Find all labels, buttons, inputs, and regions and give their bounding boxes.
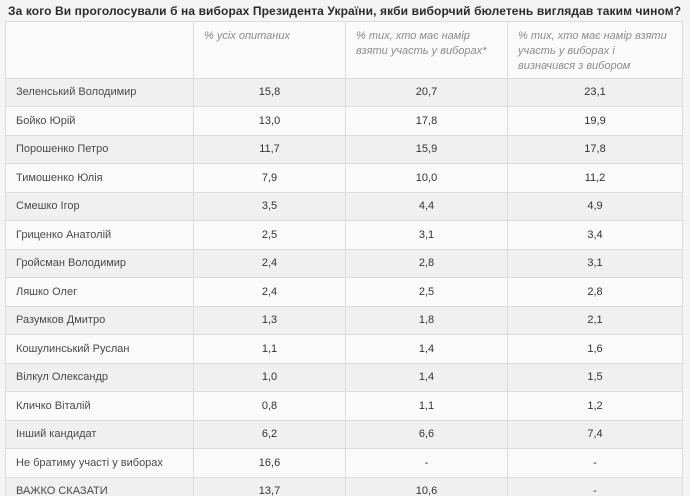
poll-results-table: % усіх опитаних % тих, хто має намір взя… xyxy=(5,21,683,496)
value-cell: 6,2 xyxy=(193,419,346,450)
candidate-name-cell: Зеленський Володимир xyxy=(5,77,194,108)
value-cell: 13,7 xyxy=(193,476,346,496)
value-cell: 11,7 xyxy=(193,134,346,165)
candidate-name-cell: Гройсман Володимир xyxy=(5,248,194,279)
table-row: Не братиму участі у виборах 16,6- - xyxy=(5,448,683,478)
value-cell: 1,3 xyxy=(193,305,346,336)
table-row: Бойко Юрій 13,0 17,8 19,9 xyxy=(5,106,683,136)
table-row: Інший кандидат 6,2 6,6 7,4 xyxy=(5,419,683,450)
value-cell: 3,1 xyxy=(345,220,508,250)
value-cell: 2,8 xyxy=(507,277,683,307)
table-row: Тимошенко Юлія 7,9 10,0 11,2 xyxy=(5,163,683,193)
value-cell: 6,6 xyxy=(345,419,508,450)
candidate-name-cell: ВАЖКО СКАЗАТИ xyxy=(5,476,194,496)
candidate-name-cell: Разумков Дмитро xyxy=(5,305,194,336)
value-cell: 23,1 xyxy=(507,77,683,108)
candidate-name-cell: Не братиму участі у виборах xyxy=(5,448,194,478)
value-cell: 1,0 xyxy=(193,362,346,393)
value-cell: 1,2 xyxy=(507,391,683,421)
value-cell: 1,1 xyxy=(345,391,508,421)
table-row: Ляшко Олег 2,4 2,5 2,8 xyxy=(5,277,683,307)
value-cell: 7,9 xyxy=(193,163,346,193)
table-row: Порошенко Петро 11,7 15,9 17,8 xyxy=(5,134,683,165)
value-cell: 3,5 xyxy=(193,191,346,222)
value-cell: 17,8 xyxy=(507,134,683,165)
candidate-name-cell: Смешко Ігор xyxy=(5,191,194,222)
value-cell: 2,4 xyxy=(193,277,346,307)
header-cell-candidate xyxy=(5,21,194,79)
value-cell: 10,0 xyxy=(345,163,508,193)
value-cell: 11,2 xyxy=(507,163,683,193)
value-cell: 0,8 xyxy=(193,391,346,421)
value-cell: 1,4 xyxy=(345,362,508,393)
table-row: Гройсман Володимир 2,4 2,8 3,1 xyxy=(5,248,683,279)
value-cell: 19,9 xyxy=(507,106,683,136)
candidate-name-cell: Кличко Віталій xyxy=(5,391,194,421)
candidate-name-cell: Інший кандидат xyxy=(5,419,194,450)
value-cell: 16,6 xyxy=(193,448,346,478)
value-cell: 1,5 xyxy=(507,362,683,393)
value-cell: 15,9 xyxy=(345,134,508,165)
value-cell: 1,4 xyxy=(345,334,508,364)
table-row: Гриценко Анатолій 2,5 3,1 3,4 xyxy=(5,220,683,250)
header-cell-intend-to-vote: % тих, хто має намір взяти участь у вибо… xyxy=(345,21,508,79)
value-cell: 2,1 xyxy=(507,305,683,336)
value-cell: 17,8 xyxy=(345,106,508,136)
table-row: Зеленський Володимир 15,8 20,7 23,1 xyxy=(5,77,683,108)
header-cell-all-respondents: % усіх опитаних xyxy=(193,21,346,79)
table-row: Кошулинський Руслан 1,1 1,4 1,6 xyxy=(5,334,683,364)
value-cell: 13,0 xyxy=(193,106,346,136)
value-cell: 1,6 xyxy=(507,334,683,364)
value-cell: 2,4 xyxy=(193,248,346,279)
value-cell: 2,5 xyxy=(345,277,508,307)
table-row: Кличко Віталій 0,8 1,1 1,2 xyxy=(5,391,683,421)
value-cell: 1,8 xyxy=(345,305,508,336)
table-body: Зеленський Володимир 15,8 20,7 23,1 Бойко Юр… xyxy=(5,77,683,496)
value-cell: 2,8 xyxy=(345,248,508,279)
table-header: % усіх опитаних % тих, хто має намір взя… xyxy=(5,21,683,79)
candidate-name-cell: Бойко Юрій xyxy=(5,106,194,136)
candidate-name-cell: Гриценко Анатолій xyxy=(5,220,194,250)
value-cell: 4,4 xyxy=(345,191,508,222)
value-cell: 20,7 xyxy=(345,77,508,108)
header-cell-intend-and-decided: % тих, хто має намір взяти участь у вибо… xyxy=(507,21,683,79)
value-cell: 15,8 xyxy=(193,77,346,108)
candidate-name-cell: Вілкул Олександр xyxy=(5,362,194,393)
value-cell: - xyxy=(507,448,683,478)
candidate-name-cell: Порошенко Петро xyxy=(5,134,194,165)
value-cell: 1,1 xyxy=(193,334,346,364)
value-cell: - xyxy=(507,476,683,496)
value-cell: 10,6 xyxy=(345,476,508,496)
candidate-name-cell: Кошулинський Руслан xyxy=(5,334,194,364)
table-row: ВАЖКО СКАЗАТИ 13,7 10,6- xyxy=(5,476,683,496)
candidate-name-cell: Ляшко Олег xyxy=(5,277,194,307)
value-cell: 3,4 xyxy=(507,220,683,250)
page-title: За кого Ви проголосували б на виборах Пр… xyxy=(8,4,682,18)
value-cell: 2,5 xyxy=(193,220,346,250)
value-cell: 7,4 xyxy=(507,419,683,450)
table-row: Вілкул Олександр 1,0 1,4 1,5 xyxy=(5,362,683,393)
table-row: Разумков Дмитро 1,3 1,8 2,1 xyxy=(5,305,683,336)
table-row: Смешко Ігор 3,5 4,4 4,9 xyxy=(5,191,683,222)
value-cell: - xyxy=(345,448,508,478)
value-cell: 4,9 xyxy=(507,191,683,222)
header-row: % усіх опитаних % тих, хто має намір взя… xyxy=(5,21,683,79)
value-cell: 3,1 xyxy=(507,248,683,279)
candidate-name-cell: Тимошенко Юлія xyxy=(5,163,194,193)
